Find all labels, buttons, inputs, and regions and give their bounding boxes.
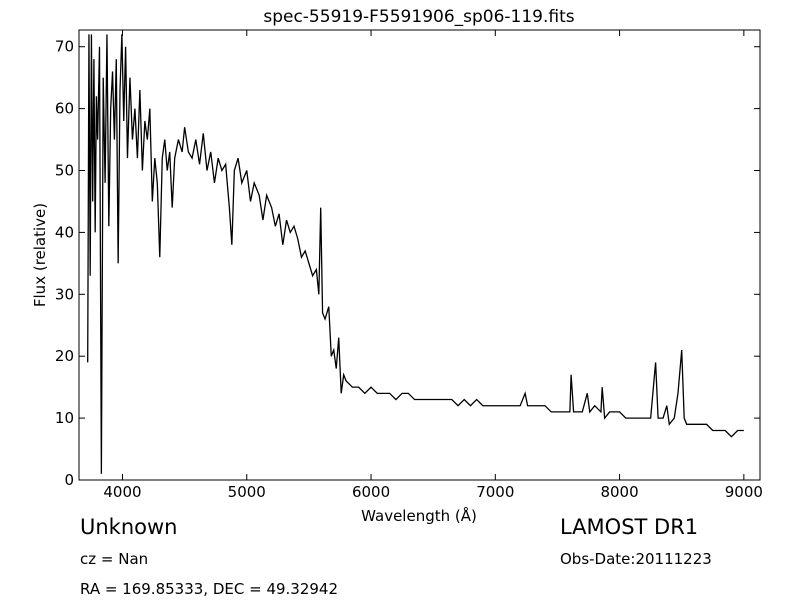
y-tick-label: 60 [55,100,74,118]
redshift: cz = Nan [80,550,148,568]
coordinates: RA = 169.85333, DEC = 49.32942 [80,580,338,598]
x-tick-label: 7000 [476,483,514,501]
x-axis-label: Wavelength (Å) [361,506,477,525]
survey: LAMOST DR1 [560,515,698,539]
x-tick-label: 4000 [103,483,141,501]
y-axis-label: Flux (relative) [31,203,49,307]
spectrum-line [87,34,744,474]
y-tick-label: 20 [55,347,74,365]
y-tick-label: 50 [55,162,74,180]
obs-date: Obs-Date:20111223 [560,550,712,568]
y-tick-label: 10 [55,409,74,427]
chart-title: spec-55919-F5591906_sp06-119.fits [263,7,574,27]
plot-frame [78,29,761,481]
y-tick-label: 30 [55,285,74,303]
y-tick-label: 70 [55,38,74,56]
x-tick-label: 8000 [600,483,638,501]
x-tick-label: 5000 [228,483,266,501]
y-tick-label: 0 [64,471,74,489]
object-class: Unknown [80,515,177,539]
y-tick-label: 40 [55,223,74,241]
x-tick-label: 6000 [352,483,390,501]
x-tick-label: 9000 [725,483,763,501]
